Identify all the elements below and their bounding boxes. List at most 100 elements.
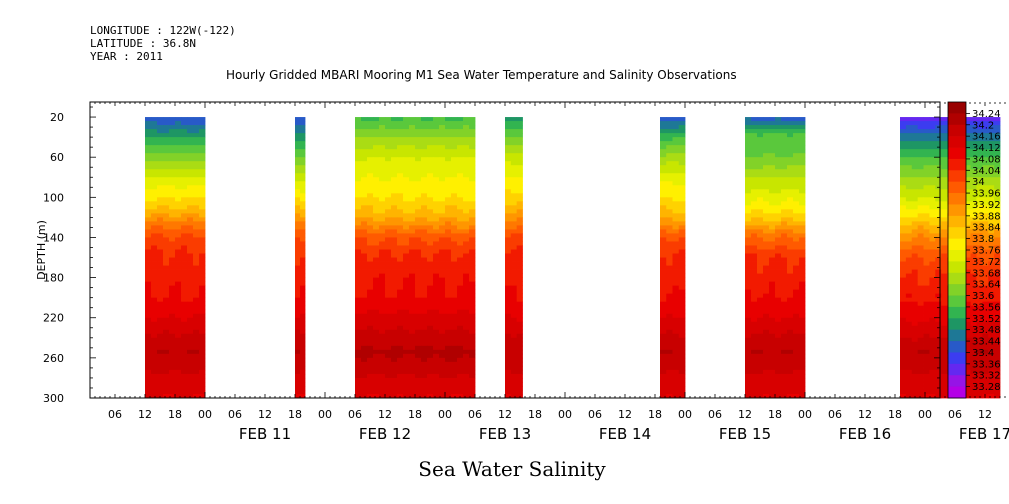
heatmap-cell bbox=[929, 281, 936, 287]
heatmap-cell bbox=[935, 141, 942, 146]
heatmap-cell bbox=[391, 353, 398, 359]
heatmap-cell bbox=[751, 345, 758, 351]
heatmap-cell bbox=[516, 369, 523, 375]
heatmap-cell bbox=[775, 309, 782, 315]
heatmap-cell bbox=[994, 201, 1001, 206]
heatmap-cell bbox=[469, 121, 476, 126]
heatmap-cell bbox=[660, 169, 667, 174]
heatmap-cell bbox=[666, 317, 673, 323]
heatmap-cell bbox=[672, 369, 680, 375]
heatmap-cell bbox=[409, 217, 416, 222]
heatmap-cell bbox=[145, 349, 152, 355]
heatmap-cell bbox=[923, 345, 930, 351]
heatmap-cell bbox=[469, 305, 476, 311]
heatmap-cell bbox=[929, 201, 936, 206]
heatmap-cell bbox=[917, 301, 924, 307]
heatmap-cell bbox=[751, 169, 758, 174]
heatmap-cell bbox=[678, 137, 686, 142]
heatmap-cell bbox=[457, 337, 464, 343]
heatmap-cell bbox=[510, 177, 518, 182]
heatmap-cell bbox=[433, 305, 440, 311]
heatmap-cell bbox=[295, 309, 301, 315]
heatmap-cell bbox=[911, 237, 919, 242]
heatmap-cell bbox=[994, 213, 1001, 218]
heatmap-cell bbox=[982, 157, 989, 162]
heatmap-cell bbox=[451, 217, 458, 222]
heatmap-cell bbox=[666, 281, 673, 287]
heatmap-cell bbox=[445, 145, 452, 150]
heatmap-cell bbox=[445, 197, 452, 202]
heatmap-cell bbox=[187, 185, 194, 190]
heatmap-cell bbox=[367, 201, 374, 206]
heatmap-cell bbox=[367, 237, 374, 242]
heatmap-cell bbox=[445, 201, 452, 206]
heatmap-cell bbox=[917, 141, 924, 146]
heatmap-cell bbox=[169, 305, 176, 311]
heatmap-cell bbox=[793, 153, 800, 158]
heatmap-cell bbox=[751, 125, 758, 130]
heatmap-cell bbox=[445, 373, 452, 379]
heatmap-cell bbox=[988, 333, 995, 339]
heatmap-cell bbox=[439, 277, 446, 282]
heatmap-cell bbox=[445, 305, 452, 311]
heatmap-cell bbox=[157, 353, 164, 359]
salinity-segment bbox=[745, 117, 806, 399]
heatmap-cell bbox=[367, 361, 374, 367]
heatmap-cell bbox=[994, 245, 1001, 250]
heatmap-cell bbox=[935, 201, 942, 206]
heatmap-cell bbox=[751, 325, 758, 331]
heatmap-cell bbox=[982, 205, 989, 210]
heatmap-cell bbox=[751, 161, 758, 166]
heatmap-cell bbox=[361, 309, 368, 315]
heatmap-cell bbox=[763, 169, 770, 174]
heatmap-cell bbox=[751, 249, 758, 254]
heatmap-cell bbox=[976, 341, 983, 347]
heatmap-cell bbox=[385, 385, 392, 391]
heatmap-cell bbox=[970, 365, 977, 371]
heatmap-cell bbox=[397, 269, 404, 274]
heatmap-cell bbox=[994, 173, 1001, 178]
heatmap-cell bbox=[970, 221, 977, 226]
heatmap-cell bbox=[763, 193, 770, 198]
heatmap-cell bbox=[445, 233, 452, 238]
heatmap-cell bbox=[175, 157, 182, 162]
heatmap-cell bbox=[982, 349, 989, 355]
heatmap-cell bbox=[982, 121, 989, 126]
heatmap-cell bbox=[451, 377, 458, 383]
heatmap-cell bbox=[935, 197, 942, 202]
heatmap-cell bbox=[403, 313, 410, 319]
heatmap-cell bbox=[433, 357, 440, 363]
heatmap-cell bbox=[385, 125, 392, 130]
heatmap-cell bbox=[361, 217, 368, 222]
heatmap-cell bbox=[451, 261, 458, 266]
heatmap-cell bbox=[745, 209, 752, 214]
heatmap-cell bbox=[169, 185, 176, 190]
heatmap-cell bbox=[917, 117, 924, 122]
heatmap-cell bbox=[923, 305, 930, 311]
heatmap-cell bbox=[994, 377, 1001, 383]
heatmap-cell bbox=[451, 141, 458, 146]
heatmap-cell bbox=[672, 121, 680, 126]
heatmap-cell bbox=[463, 121, 470, 126]
heatmap-cell bbox=[799, 313, 806, 319]
heatmap-cell bbox=[379, 117, 386, 122]
heatmap-cell bbox=[781, 181, 788, 186]
heatmap-cell bbox=[445, 317, 452, 323]
heatmap-cell bbox=[787, 381, 794, 387]
heatmap-cell bbox=[445, 133, 452, 138]
heatmap-cell bbox=[463, 165, 470, 170]
heatmap-cell bbox=[781, 157, 788, 162]
heatmap-cell bbox=[793, 381, 800, 387]
heatmap-cell bbox=[181, 345, 188, 351]
heatmap-cell bbox=[964, 241, 971, 246]
heatmap-cell bbox=[199, 341, 206, 347]
heatmap-cell bbox=[911, 157, 919, 162]
heatmap-cell bbox=[672, 329, 680, 335]
heatmap-cell bbox=[397, 289, 404, 295]
heatmap-cell bbox=[672, 341, 680, 347]
heatmap-cell bbox=[295, 281, 301, 287]
heatmap-cell bbox=[469, 237, 476, 242]
heatmap-cell bbox=[427, 281, 434, 287]
heatmap-cell bbox=[745, 325, 752, 331]
heatmap-cell bbox=[157, 241, 164, 246]
